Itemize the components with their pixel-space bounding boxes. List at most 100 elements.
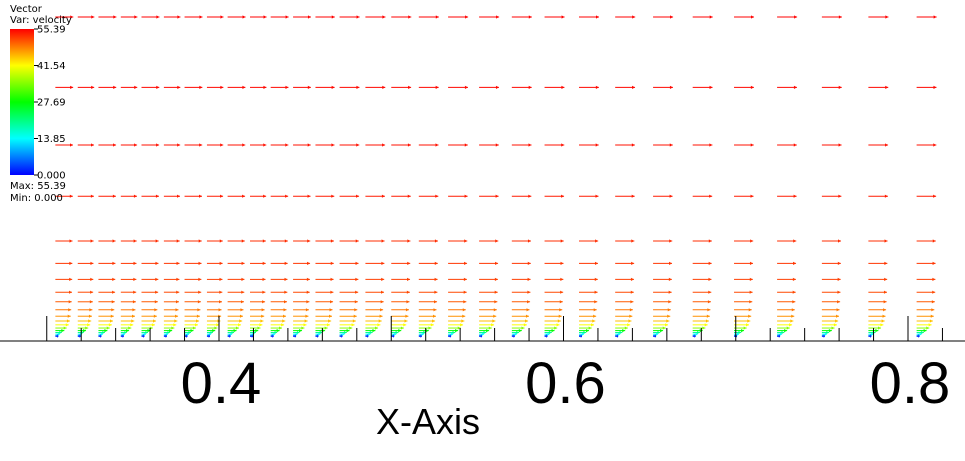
velocity-vector-head [790, 319, 794, 323]
velocity-vector-head [130, 323, 134, 327]
velocity-vector-head [528, 85, 532, 89]
velocity-vector-head [518, 329, 522, 333]
velocity-vector-head [702, 326, 706, 330]
velocity-vector-head [198, 239, 202, 243]
velocity-vector-head [461, 319, 465, 323]
velocity-vector-head [632, 15, 636, 19]
velocity-vector-head [527, 300, 531, 304]
velocity-vector-head [835, 319, 839, 323]
velocity-vector-head [219, 290, 223, 294]
velocity-vector-head [871, 332, 874, 336]
velocity-vector-head [239, 319, 243, 323]
velocity-vector-head [749, 290, 753, 294]
legend-tick-label: 55.39 [37, 25, 66, 36]
velocity-vector-head [69, 239, 73, 243]
velocity-vector-head [197, 308, 201, 312]
velocity-vector-head [751, 15, 755, 19]
velocity-vector-head [750, 85, 754, 89]
velocity-vector-head [284, 290, 288, 294]
velocity-vector-head [492, 319, 496, 323]
velocity-vector-head [167, 330, 170, 335]
velocity-vector-head [198, 261, 202, 265]
velocity-vector-head [240, 308, 244, 312]
velocity-vector-head [527, 277, 531, 281]
velocity-vector-head [870, 334, 872, 338]
velocity-vector-head [57, 334, 59, 338]
velocity-vector-head [624, 326, 628, 330]
velocity-vector-head [554, 326, 558, 330]
velocity-vector-head [931, 300, 935, 304]
velocity-vector-head [381, 290, 385, 294]
velocity-vector-head [87, 323, 91, 327]
velocity-vector-head [220, 15, 224, 19]
velocity-vector-head [882, 314, 886, 318]
velocity-vector-head [177, 85, 181, 89]
velocity-vector-head [704, 323, 708, 327]
velocity-vector-head [278, 326, 282, 330]
velocity-vector-head [588, 326, 592, 330]
velocity-vector-head [885, 85, 889, 89]
velocity-vector-head [708, 290, 712, 294]
velocity-vector-head [318, 332, 321, 336]
velocity-vector-head [516, 330, 520, 335]
velocity-vector-head [654, 334, 657, 338]
velocity-vector-head [929, 319, 933, 323]
velocity-vector-head [495, 194, 499, 198]
velocity-vector-head [393, 334, 395, 338]
velocity-vector-head [171, 326, 175, 330]
velocity-vector-head [124, 330, 127, 335]
x-axis-ticks: 0.4 0.6 0.8 [46, 316, 950, 416]
velocity-vector-head [306, 290, 310, 294]
velocity-vector-head [187, 332, 190, 336]
velocity-vector-head [493, 308, 497, 312]
velocity-vector-head [407, 277, 411, 281]
velocity-vector-head [377, 323, 381, 327]
velocity-vector-head [133, 290, 137, 294]
velocity-vector-head [784, 329, 788, 333]
velocity-vector-head [668, 290, 672, 294]
velocity-vector-head [113, 15, 117, 19]
velocity-vector-head [219, 261, 223, 265]
velocity-vector-head [331, 143, 335, 147]
velocity-vector-head [241, 239, 245, 243]
velocity-vector-head [656, 332, 659, 336]
velocity-vector-head [381, 261, 385, 265]
x-axis-title: X-Axis [376, 401, 480, 442]
velocity-vector-head [285, 143, 289, 147]
velocity-vector-head [330, 290, 334, 294]
velocity-vector-head [619, 330, 623, 335]
velocity-vector-head [196, 319, 200, 323]
velocity-vector-head [838, 143, 842, 147]
velocity-vector-head [521, 326, 525, 330]
velocity-vector-head [838, 239, 842, 243]
velocity-vector-head [629, 308, 633, 312]
velocity-vector-head [304, 319, 308, 323]
velocity-vector-head [491, 323, 495, 327]
velocity-vector-head [111, 308, 115, 312]
velocity-vector-head [235, 326, 239, 330]
velocity-vector-head [559, 300, 563, 304]
velocity-vector-head [932, 290, 936, 294]
velocity-vector-head [257, 326, 261, 330]
velocity-vector-head [824, 332, 827, 336]
velocity-vector-head [88, 314, 92, 318]
velocity-vector-head [219, 277, 223, 281]
velocity-vector-head [354, 300, 358, 304]
velocity-vector-head [155, 239, 159, 243]
velocity-vector-head [709, 194, 713, 198]
velocity-vector-head [464, 194, 468, 198]
velocity-vector-head [400, 326, 404, 330]
velocity-vector-head [933, 15, 937, 19]
velocity-vector-head [434, 290, 438, 294]
velocity-vector-head [251, 334, 254, 338]
velocity-vector-head [631, 143, 635, 147]
velocity-vector-head [176, 261, 180, 265]
velocity-vector-head [434, 300, 438, 304]
velocity-vector-head [89, 308, 93, 312]
velocity-vector-head [242, 15, 246, 19]
velocity-vector-head [595, 85, 599, 89]
velocity-vector-head [70, 15, 74, 19]
velocity-vector-head [208, 334, 210, 338]
velocity-vector-head [199, 85, 203, 89]
velocity-vector-head [630, 300, 634, 304]
